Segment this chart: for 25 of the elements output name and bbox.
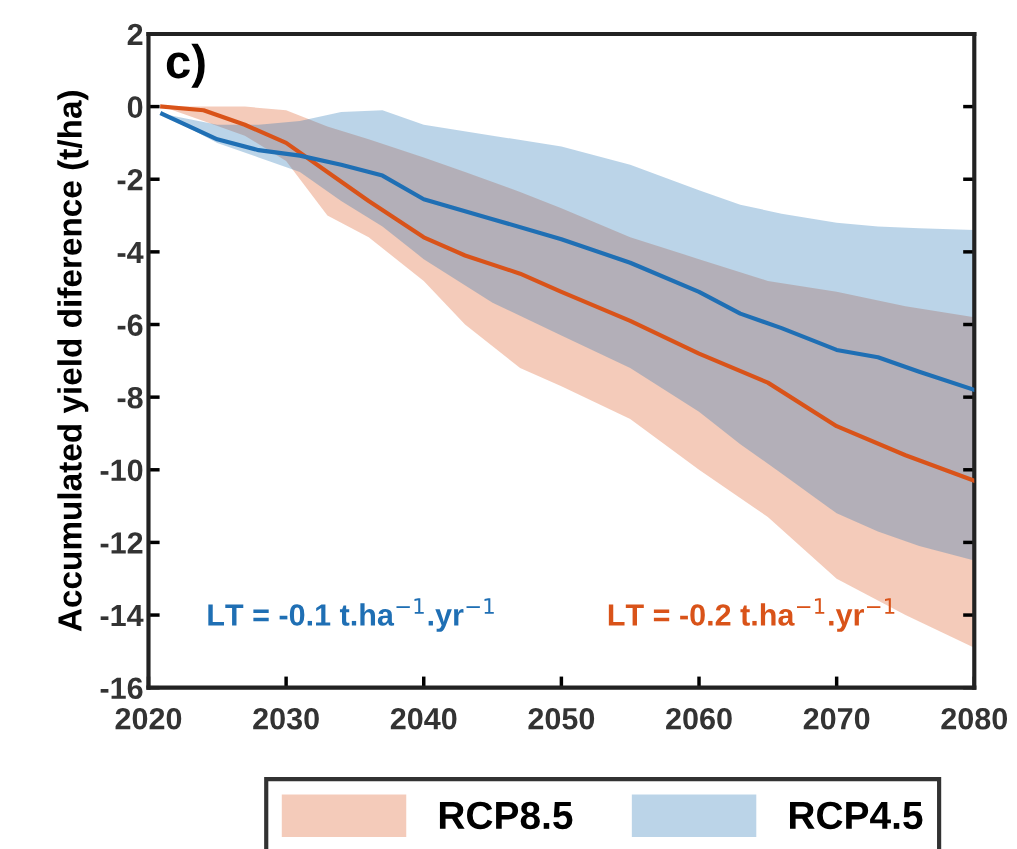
- y-tick-label: 2: [127, 23, 143, 46]
- annotation: c): [166, 43, 205, 88]
- legend-label: RCP4.5: [790, 801, 923, 830]
- x-tick-label: 2020: [115, 707, 182, 730]
- y-tick-label: -16: [100, 677, 143, 700]
- y-tick-label: -2: [117, 168, 143, 191]
- line-series: [160, 104, 975, 483]
- x-tick-label: 2030: [253, 707, 319, 730]
- legend-label: RCP8.5: [439, 801, 573, 830]
- y-tick-label: 0: [127, 96, 143, 118]
- x-tick-label: 2080: [941, 707, 1008, 730]
- y-tick-label: -10: [100, 459, 143, 482]
- annotation: LT = -0.1 t.ha$^{−1}$.yr$^{−1}$: [208, 598, 494, 632]
- y-tick-label: -12: [100, 532, 143, 554]
- y-axis-title: Accumulated yield diference (t/ha): [57, 91, 89, 632]
- annotation: LT = -0.2 t.ha$^{−1}$.yr$^{−1}$: [608, 598, 895, 632]
- y-tick-label: -8: [117, 386, 143, 409]
- x-tick-label: 2050: [528, 707, 595, 730]
- y-tick-label: -14: [100, 605, 144, 627]
- y-tick-label: -6: [117, 314, 143, 336]
- x-tick-label: 2060: [666, 707, 732, 730]
- y-tick-label: -4: [117, 241, 144, 263]
- x-tick-label: 2040: [390, 707, 457, 730]
- line-series: [160, 111, 975, 392]
- x-tick-label: 2070: [803, 707, 870, 730]
